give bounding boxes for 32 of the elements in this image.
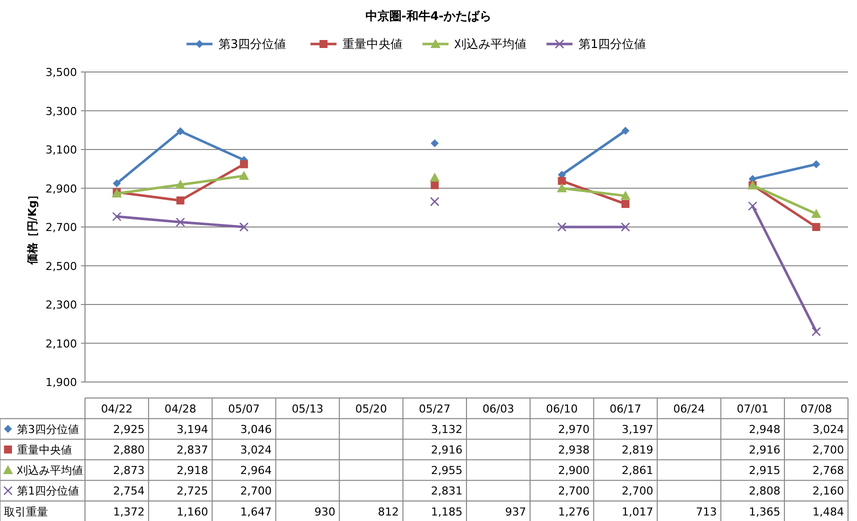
text: 重量中央値 xyxy=(17,444,72,456)
text: 取引重量 xyxy=(4,505,48,518)
y-axis-title: 価格［円/Kg］ xyxy=(26,189,39,266)
y-tick-label: 3,300 xyxy=(46,104,77,118)
legend-label: 第1四分位値 xyxy=(578,37,646,51)
y-tick-label: 2,100 xyxy=(46,337,77,350)
x-tick-label: 06/03 xyxy=(482,402,514,416)
text: 第1四分位値 xyxy=(17,484,79,498)
x-tick-label: 06/10 xyxy=(546,402,578,416)
x-tick-label: 07/01 xyxy=(736,402,768,416)
x-tick-label: 05/07 xyxy=(228,402,260,416)
y-tick-label: 3,500 xyxy=(46,66,77,79)
x-tick-label: 06/17 xyxy=(610,402,642,416)
y-tick-label: 1,900 xyxy=(46,376,77,389)
y-tick-label: 2,500 xyxy=(46,260,77,273)
text: 第3四分位値 xyxy=(17,422,79,436)
legend-label: 重量中央値 xyxy=(342,37,402,51)
legend-label: 第3四分位値 xyxy=(218,37,286,51)
y-tick-label: 2,900 xyxy=(46,182,77,196)
y-tick-label: 2,700 xyxy=(46,221,77,234)
legend-label: 刈込み平均値 xyxy=(454,37,526,51)
x-tick-label: 04/28 xyxy=(164,402,196,416)
x-tick-label: 05/20 xyxy=(355,402,387,416)
text: 刈込み平均値 xyxy=(17,464,83,478)
y-tick-label: 3,100 xyxy=(46,144,77,156)
y-tick-label: 2,300 xyxy=(46,298,77,312)
x-tick-label: 04/22 xyxy=(100,402,133,416)
x-tick-label: 06/24 xyxy=(673,402,705,416)
x-tick-label: 05/13 xyxy=(292,402,324,416)
x-tick-label: 05/27 xyxy=(418,402,451,416)
chart-title: 中京圏-和牛4-かたばら xyxy=(365,9,492,23)
x-tick-label: 07/08 xyxy=(800,402,832,416)
